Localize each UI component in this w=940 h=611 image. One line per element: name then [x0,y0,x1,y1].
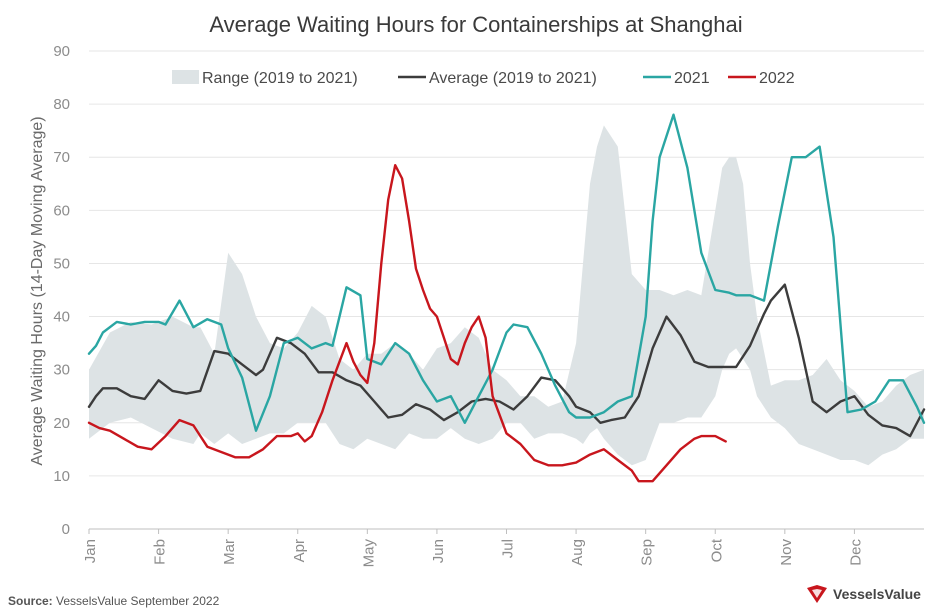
y-tick-label: 50 [53,255,70,272]
y-axis-ticks: 0 10 20 30 40 50 60 70 80 90 [53,43,70,538]
x-tick-label: Jan [82,539,99,563]
x-tick-label: Dec [847,539,864,566]
logo-text: VesselsValue [833,586,921,602]
y-tick-label: 80 [53,96,70,113]
y-tick-label: 10 [53,468,70,485]
series-line-average [87,283,926,438]
series-line-2021 [87,113,926,432]
chart-title: Average Waiting Hours for Containerships… [209,12,742,37]
y-axis-label: Average Waiting Hours (14-Day Moving Ave… [29,116,46,465]
series-line-2022 [87,164,727,483]
x-tick-label: Apr [291,539,308,562]
source-note: Source: VesselsValue September 2022 [8,594,219,608]
x-tick-label: Oct [708,538,725,562]
x-tick-label: May [360,539,377,568]
legend-label-range: Range (2019 to 2021) [202,70,358,87]
range-band [89,125,924,466]
legend-swatch-range [172,70,199,84]
series-layer [87,113,926,483]
x-tick-label: Nov [778,539,795,566]
y-tick-label: 0 [62,521,70,538]
legend-label-2021: 2021 [674,70,710,87]
source-text: VesselsValue September 2022 [52,594,220,608]
vesselsvalue-logo: VesselsValue [806,583,921,605]
x-tick-label: Jun [430,539,447,563]
y-tick-label: 70 [53,149,70,166]
x-tick-label: Sep [639,539,656,566]
x-tick-label: Jul [500,539,517,558]
y-tick-label: 40 [53,309,70,326]
legend-label-average: Average (2019 to 2021) [429,70,597,87]
legend-label-2022: 2022 [759,70,795,87]
y-tick-label: 90 [53,43,70,60]
x-axis-ticks: Jan Feb Mar Apr May Jun Jul Aug Sep Oct Nov Dec [82,529,864,567]
x-tick-label: Aug [569,539,586,566]
y-tick-label: 60 [53,202,70,219]
gridlines [89,50,924,530]
range-band-layer [89,125,924,466]
y-tick-label: 20 [53,415,70,432]
y-tick-label: 30 [53,362,70,379]
source-label: Source: [8,594,53,608]
x-tick-label: Mar [221,539,238,565]
logo-icon [807,585,827,603]
legend: Range (2019 to 2021) Average (2019 to 20… [172,70,795,87]
x-tick-label: Feb [152,539,169,565]
